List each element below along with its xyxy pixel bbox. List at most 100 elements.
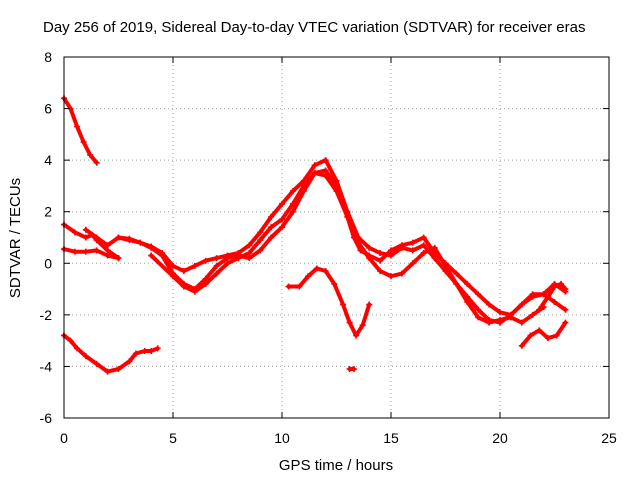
data-point [464, 280, 471, 287]
data-point [93, 247, 100, 254]
series-layer [61, 95, 569, 375]
data-point [553, 332, 560, 339]
data-point [104, 242, 111, 249]
data-point [268, 213, 275, 220]
data-point [409, 247, 416, 254]
x-axis-label: GPS time / hours [279, 457, 393, 474]
data-point [80, 139, 87, 146]
data-point [104, 247, 111, 254]
data-point [313, 265, 320, 272]
data-point [431, 255, 438, 262]
data-point [497, 309, 503, 316]
data-point [213, 262, 220, 269]
data-point [289, 208, 296, 215]
data-point [191, 262, 198, 269]
x-tick-label: 10 [274, 430, 290, 446]
data-point [74, 345, 81, 352]
y-tick-label: -4 [40, 358, 53, 374]
data-point [486, 301, 493, 308]
data-point [82, 353, 89, 360]
y-tick-label: 2 [44, 204, 52, 220]
data-point [388, 273, 394, 280]
series-track-11 [536, 280, 569, 313]
data-point [93, 360, 100, 367]
data-point [202, 257, 209, 264]
data-point [507, 314, 514, 321]
data-point [93, 234, 100, 241]
data-point [257, 237, 264, 244]
series-line [149, 168, 546, 325]
data-point [409, 260, 416, 267]
data-point [388, 252, 394, 259]
data-point [202, 275, 209, 282]
data-point [289, 200, 296, 207]
data-point [322, 268, 329, 275]
y-tick-label: 6 [44, 101, 52, 117]
data-point [137, 239, 144, 246]
chart-title: Day 256 of 2019, Sidereal Day-to-day VTE… [43, 19, 585, 36]
data-point [170, 273, 176, 280]
series-line [62, 333, 160, 374]
series-track-3 [61, 246, 122, 262]
data-point [296, 283, 303, 290]
data-point [409, 239, 416, 246]
data-point [420, 242, 427, 249]
data-point [213, 255, 220, 262]
data-point [213, 270, 220, 277]
data-point [562, 306, 569, 313]
data-point [305, 273, 312, 280]
data-point [132, 350, 139, 357]
ticks: 0 5 10 15 20 25 -6 -4 -2 0 2 4 6 8 [40, 49, 617, 446]
x-tick-label: 15 [383, 430, 399, 446]
data-point [497, 317, 503, 324]
data-point [359, 322, 366, 329]
data-point [475, 306, 482, 313]
data-point [366, 301, 373, 308]
data-point [268, 224, 275, 231]
data-point [551, 283, 558, 290]
data-point [289, 188, 296, 195]
series-line [62, 96, 99, 165]
data-point [527, 332, 534, 339]
data-point [191, 288, 198, 295]
data-point [74, 123, 81, 130]
data-point [115, 366, 122, 373]
data-point [311, 162, 318, 169]
data-point [544, 335, 551, 342]
data-point [235, 249, 242, 256]
plot-frame [63, 56, 610, 419]
data-point [202, 280, 209, 287]
data-point [529, 291, 536, 298]
data-point [115, 255, 122, 262]
series-track-7 [148, 167, 547, 326]
data-point [344, 213, 351, 220]
data-point [71, 229, 78, 236]
data-point [562, 286, 569, 293]
data-point [300, 182, 307, 189]
data-point [333, 182, 340, 189]
series-track-10 [518, 319, 569, 349]
y-tick-label: 8 [44, 49, 52, 65]
data-point [340, 301, 347, 308]
data-point [257, 229, 264, 236]
series-line [286, 266, 372, 338]
data-point [82, 248, 89, 255]
data-point [398, 244, 405, 251]
data-point [544, 293, 551, 300]
x-tick-label: 0 [60, 430, 68, 446]
data-point [322, 157, 329, 164]
data-point [540, 291, 547, 298]
data-point [398, 270, 405, 277]
data-point [551, 298, 558, 305]
data-point [366, 244, 373, 251]
data-point [268, 234, 275, 241]
data-point [257, 247, 264, 254]
x-tick-label: 25 [601, 430, 617, 446]
data-point [322, 167, 329, 174]
y-tick-label: 0 [44, 255, 52, 271]
y-tick-label: 4 [44, 152, 52, 168]
data-point [464, 298, 471, 305]
data-point [159, 249, 166, 256]
data-point [141, 347, 148, 354]
data-point [377, 257, 384, 264]
